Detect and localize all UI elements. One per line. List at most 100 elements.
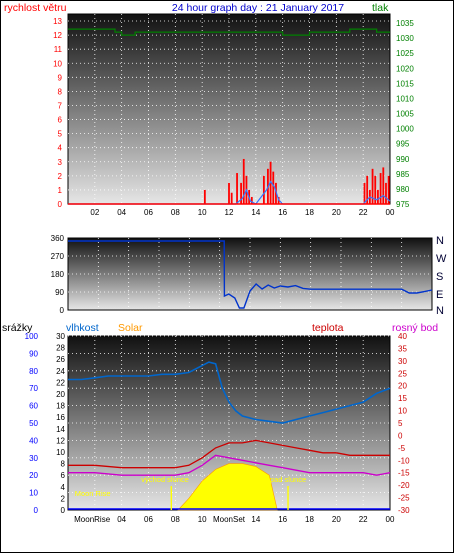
- x-tick-label: 10: [198, 515, 207, 524]
- legend-solar: Solar: [118, 322, 143, 334]
- legend-dewpoint: rosný bod: [392, 322, 438, 334]
- rain-axis-tick: 50: [29, 419, 38, 428]
- direction-axis-tick: 0: [60, 306, 65, 315]
- temperature-axis-tick: -10: [398, 456, 410, 465]
- x-tick-label: 04: [117, 515, 126, 524]
- inner-axis-tick: 2: [61, 494, 66, 503]
- wind-pressure-panel: 0123456789101112139759809859909951000100…: [53, 13, 414, 217]
- rain-humidity-temperature-panel: 0102030405060708090100024681012141618202…: [25, 332, 410, 524]
- inner-axis-tick: 28: [56, 344, 65, 353]
- direction-axis-tick: 360: [51, 234, 65, 243]
- rain-axis-tick: 30: [29, 454, 38, 463]
- event-marker-label: Solar Max: [233, 495, 267, 504]
- compass-label: N: [436, 235, 444, 247]
- inner-axis-tick: 6: [61, 471, 66, 480]
- x-tick-label: 14: [251, 515, 260, 524]
- wind-axis-tick: 3: [58, 158, 63, 167]
- wind-gust-bar: [240, 182, 242, 204]
- x-tick-label: 14: [251, 208, 260, 217]
- wind-gust-bar: [363, 182, 366, 204]
- wind-axis-tick: 1: [58, 186, 63, 195]
- wind-axis-tick: 4: [58, 144, 63, 153]
- event-marker-label: východ slunce: [141, 475, 189, 484]
- x-tick-label: 22: [359, 208, 368, 217]
- wind-gust-bar: [262, 175, 265, 204]
- legend-temperature: teplota: [312, 322, 344, 334]
- page-title: 24 hour graph day : 21 January 2017: [172, 2, 344, 14]
- wind-axis-tick: 6: [58, 116, 63, 125]
- rain-axis-tick: 10: [29, 489, 38, 498]
- moonset-tick-label: MoonSet: [213, 515, 246, 524]
- wind-gust-bar: [272, 171, 275, 204]
- rain-axis-tick: 40: [29, 436, 38, 445]
- compass-label: E: [436, 289, 443, 301]
- header-left-label: rychlost větru: [4, 2, 67, 14]
- moonrise-tick-label: MoonRise: [74, 515, 111, 524]
- rain-axis-tick: 100: [25, 332, 39, 341]
- pressure-axis-tick: 1015: [396, 79, 414, 88]
- x-tick-label: 06: [144, 208, 153, 217]
- rain-axis-tick: 0: [34, 506, 39, 515]
- inner-axis-tick: 24: [56, 367, 65, 376]
- x-tick-label: 18: [305, 515, 314, 524]
- wind-gust-bar: [203, 189, 206, 204]
- inner-axis-tick: 8: [61, 460, 66, 469]
- x-tick-label: 08: [171, 208, 180, 217]
- inner-axis-tick: 12: [56, 436, 65, 445]
- x-tick-label: 04: [117, 208, 126, 217]
- solar-area: [177, 463, 278, 511]
- compass-label: W: [436, 253, 447, 265]
- wind-axis-tick: 0: [58, 200, 63, 209]
- pressure-axis-tick: 990: [396, 155, 410, 164]
- compass-label: N: [436, 305, 444, 317]
- rain-axis-tick: 70: [29, 384, 38, 393]
- temperature-axis-tick: -20: [398, 481, 410, 490]
- wind-axis-tick: 5: [58, 130, 63, 139]
- inner-axis-tick: 14: [56, 425, 65, 434]
- pressure-axis-tick: 995: [396, 140, 410, 149]
- x-tick-label: 20: [332, 208, 341, 217]
- x-tick-label: 20: [332, 515, 341, 524]
- x-tick-label: 08: [171, 515, 180, 524]
- humidity-line: [68, 361, 391, 424]
- temperature-axis-tick: 20: [398, 382, 407, 391]
- inner-axis-tick: 18: [56, 402, 65, 411]
- wind-axis-tick: 11: [54, 45, 63, 54]
- wind-axis-tick: 13: [53, 17, 62, 26]
- pressure-axis-tick: 980: [396, 185, 410, 194]
- temperature-axis-tick: 30: [398, 357, 407, 366]
- temperature-axis-tick: -30: [398, 506, 410, 515]
- wind-gust-bar: [382, 167, 385, 204]
- wind-axis-tick: 9: [58, 73, 63, 82]
- pressure-line: [68, 28, 390, 36]
- pressure-axis-tick: 975: [396, 200, 410, 209]
- event-marker-label: Moon Rise: [75, 489, 111, 498]
- pressure-axis-tick: 1000: [396, 125, 414, 134]
- temperature-axis-tick: 0: [398, 431, 403, 440]
- temperature-axis-tick: 10: [398, 407, 407, 416]
- compass-label: S: [436, 271, 443, 283]
- inner-axis-tick: 30: [56, 332, 65, 341]
- temperature-axis-tick: -25: [398, 494, 410, 503]
- x-tick-label: 10: [198, 208, 207, 217]
- x-tick-label: 00: [386, 208, 395, 217]
- wind-axis-tick: 2: [58, 172, 63, 181]
- header-right-label: tlak: [372, 2, 389, 14]
- inner-axis-tick: 16: [56, 413, 65, 422]
- temperature-axis-tick: 40: [398, 332, 407, 341]
- wind-gust-bar: [387, 175, 390, 204]
- wind-pressure-plot-area: [67, 13, 391, 205]
- wind-gust-bar: [379, 173, 382, 204]
- wind-gust-bar: [377, 189, 379, 204]
- wind-gust-bar: [275, 182, 277, 204]
- x-tick-label: 02: [90, 208, 99, 217]
- legend-rain: srážky: [2, 322, 33, 334]
- wind-direction-line: [68, 240, 433, 309]
- wind-average-line: [68, 180, 391, 205]
- wind-gust-bar: [371, 168, 374, 204]
- x-tick-label: 18: [305, 208, 314, 217]
- temperature-axis-tick: 15: [398, 394, 407, 403]
- direction-axis-tick: 180: [51, 270, 65, 279]
